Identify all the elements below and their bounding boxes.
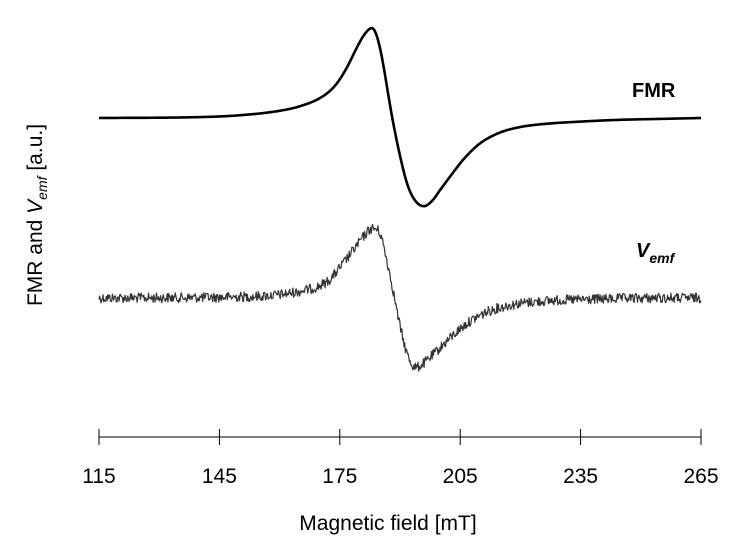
x-axis: 115 145 175 205 235 265 <box>82 429 719 488</box>
series-label-vemf: Vemf <box>636 240 676 266</box>
x-tick-label: 115 <box>82 465 115 488</box>
series-line-vemf <box>98 223 702 372</box>
x-tick-label: 175 <box>322 465 357 488</box>
series-label-fmr: FMR <box>632 80 676 102</box>
y-axis-title: FMR and Vemf [a.u.] <box>24 124 50 306</box>
x-tick-label: 205 <box>443 465 478 488</box>
x-axis-title: Magnetic field [mT] <box>299 512 476 535</box>
series-line-fmr <box>98 26 702 208</box>
x-tick-label: 235 <box>563 465 598 488</box>
x-tick-label: 265 <box>683 465 718 488</box>
plot-area <box>98 26 702 372</box>
y-axis-title-var: V <box>24 198 47 214</box>
x-tick-label: 145 <box>202 465 237 488</box>
y-axis-title-sub: emf <box>34 174 50 199</box>
y-axis-title-unit: [a.u.] <box>24 124 47 177</box>
